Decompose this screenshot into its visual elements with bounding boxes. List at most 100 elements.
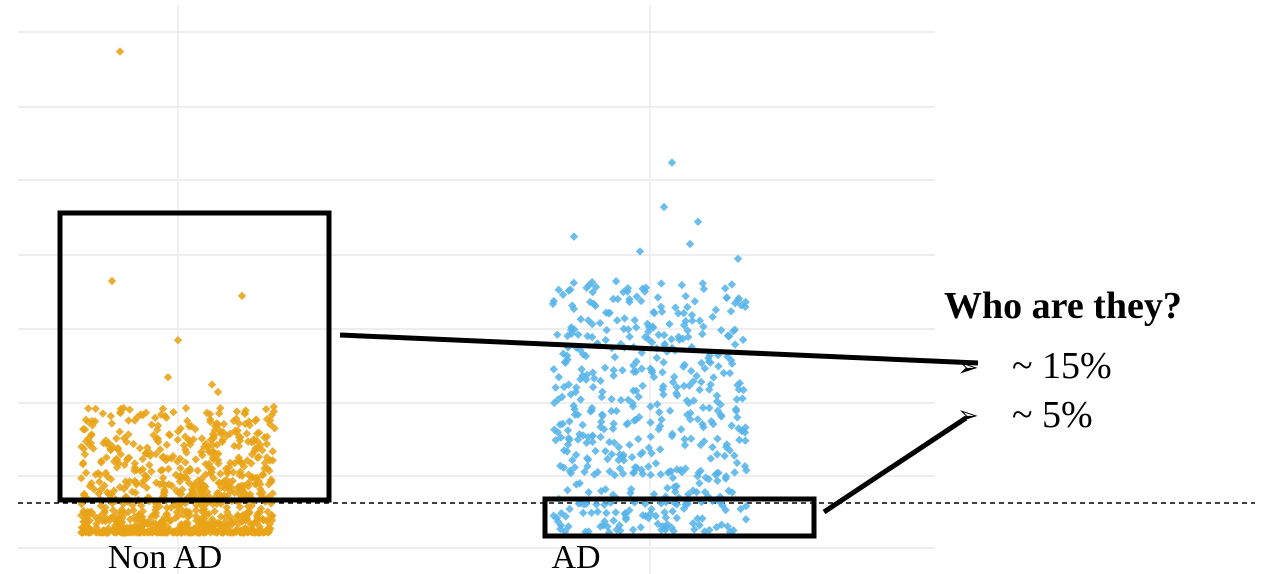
data-point (556, 521, 566, 530)
data-point (230, 441, 239, 451)
data-point (243, 502, 253, 511)
data-point (726, 307, 736, 316)
data-point (80, 425, 90, 434)
data-point (162, 511, 172, 520)
data-point (572, 480, 581, 489)
ad-highlight-box (542, 496, 817, 539)
data-point (618, 469, 628, 478)
data-point (658, 368, 667, 377)
data-point (576, 395, 585, 404)
data-point (561, 358, 570, 367)
data-point (237, 291, 247, 300)
data-point (160, 527, 169, 536)
data-point (146, 526, 155, 535)
data-point (635, 247, 645, 256)
data-point (601, 335, 610, 345)
data-point (96, 501, 106, 511)
data-point (176, 471, 185, 481)
data-point (602, 325, 611, 335)
data-point (588, 368, 598, 377)
data-point (200, 504, 209, 514)
data-point (81, 468, 91, 478)
data-point (205, 463, 214, 473)
data-point (549, 511, 558, 520)
data-point (160, 481, 170, 490)
data-point (234, 456, 244, 465)
data-point (672, 513, 682, 523)
data-point (738, 394, 747, 403)
data-point (729, 326, 738, 336)
data-point (259, 528, 268, 537)
data-point (130, 416, 139, 425)
data-point (598, 387, 607, 397)
data-point (705, 403, 714, 413)
data-point (665, 406, 675, 416)
data-point (696, 440, 705, 450)
data-point (671, 303, 680, 312)
data-point (138, 528, 148, 537)
data-point (247, 438, 256, 447)
data-point (218, 527, 227, 537)
data-point (254, 428, 264, 437)
data-point (644, 513, 653, 523)
data-point (686, 434, 696, 443)
data-point (135, 444, 145, 453)
data-point (601, 446, 610, 456)
data-point (102, 453, 111, 462)
data-point (741, 501, 751, 511)
data-point (219, 419, 229, 429)
data-point (106, 445, 115, 455)
data-point (738, 335, 748, 344)
data-point (683, 410, 692, 419)
data-point (637, 465, 646, 475)
x-tick-label: AD (551, 539, 600, 574)
data-point (167, 481, 176, 490)
data-point (680, 440, 690, 450)
data-point (207, 468, 216, 477)
data-point (592, 500, 601, 509)
data-point (569, 401, 578, 410)
data-point (226, 512, 235, 521)
data-point (152, 478, 161, 487)
data-point (706, 454, 715, 463)
data-point (693, 217, 703, 226)
data-point (268, 456, 277, 465)
data-point (138, 454, 147, 464)
data-point (184, 478, 194, 487)
data-point (603, 454, 612, 464)
data-point (89, 484, 99, 494)
data-point (147, 512, 156, 521)
data-point (623, 287, 632, 296)
data-point (615, 521, 624, 530)
data-point (168, 528, 177, 537)
data-point (564, 286, 573, 295)
data-point (700, 364, 710, 373)
data-point (649, 489, 659, 499)
data-point (656, 302, 666, 311)
data-point (643, 327, 653, 336)
data-point (684, 490, 693, 499)
data-point (91, 470, 100, 479)
data-point (579, 500, 589, 509)
data-point (262, 432, 272, 441)
data-point (105, 516, 114, 525)
data-point (653, 519, 662, 529)
data-point (657, 279, 666, 288)
data-point (727, 421, 736, 430)
data-point (588, 431, 597, 441)
data-point (612, 406, 621, 416)
data-point (100, 481, 109, 490)
data-point (725, 368, 735, 378)
data-point (181, 524, 190, 534)
data-point (600, 363, 610, 372)
data-point (668, 429, 677, 439)
data-point (721, 284, 730, 293)
data-point (724, 486, 733, 496)
data-point (130, 476, 140, 486)
data-point (185, 464, 195, 474)
data-point (109, 486, 119, 495)
data-point (600, 517, 609, 526)
data-point (183, 520, 192, 529)
data-point (236, 467, 245, 476)
data-point (660, 508, 669, 517)
